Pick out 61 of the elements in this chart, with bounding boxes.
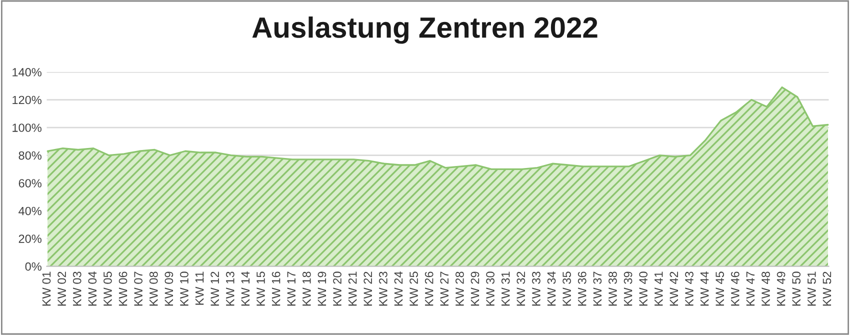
x-tick-label: KW 04 — [88, 272, 97, 306]
x-tick-label: KW 06 — [118, 272, 128, 306]
chart-title: Auslastung Zentren 2022 — [252, 16, 598, 44]
y-tick-label: 140% — [12, 68, 42, 76]
x-tick-label: KW 17 — [287, 272, 296, 306]
x-tick-label: KW 44 — [700, 272, 709, 306]
x-tick-label: KW 34 — [547, 272, 556, 306]
x-tick-label: KW 30 — [486, 272, 494, 306]
y-tick-label: 80% — [18, 151, 42, 160]
x-tick-label: KW 37 — [593, 272, 602, 306]
y-tick-label: 40% — [18, 206, 42, 216]
x-tick-label: KW 05 — [104, 272, 112, 306]
x-tick-label: KW 23 — [379, 272, 388, 306]
x-tick-label: KW 26 — [424, 272, 434, 306]
x-tick-label: KW 42 — [670, 272, 678, 306]
x-tick-label: KW 27 — [440, 272, 448, 306]
x-tick-label: KW 28 — [456, 272, 464, 306]
x-tick-label: KW 03 — [72, 272, 82, 306]
x-tick-label: KW 02 — [58, 272, 66, 306]
x-tick-label: KW 15 — [256, 272, 265, 306]
x-tick-label: KW 39 — [624, 272, 632, 306]
x-tick-label: KW 47 — [746, 272, 755, 306]
x-tick-label: KW 36 — [578, 272, 586, 306]
x-tick-label: KW 09 — [164, 272, 174, 306]
x-tick-label: KW 22 — [364, 272, 372, 306]
x-tick-label: KW 08 — [149, 272, 158, 306]
x-tick-label: KW 07 — [134, 272, 143, 306]
x-tick-label: KW 46 — [730, 272, 740, 306]
y-tick-label: 100% — [12, 124, 42, 132]
x-tick-label: KW 41 — [654, 272, 663, 306]
x-tick-label: KW 29 — [470, 272, 480, 306]
x-tick-label: KW 10 — [180, 272, 188, 306]
x-tick-label: KW 38 — [608, 272, 617, 306]
x-tick-label: KW 52 — [822, 272, 832, 306]
x-tick-label: KW 43 — [685, 272, 694, 306]
x-tick-label: KW 51 — [808, 272, 816, 306]
y-tick-label: 120% — [12, 96, 42, 104]
x-tick-label: KW 14 — [241, 272, 250, 306]
x-tick-label: KW 13 — [226, 272, 234, 306]
x-tick-label: KW 31 — [501, 272, 510, 306]
x-tick-label: KW 19 — [318, 272, 326, 306]
x-tick-label: KW 11 — [195, 272, 204, 305]
x-tick-label: KW 33 — [532, 272, 540, 306]
x-tick-label: KW 49 — [776, 272, 786, 306]
x-tick-label: KW 20 — [333, 272, 342, 306]
x-tick-label: KW 25 — [410, 272, 418, 306]
y-tick-label: 20% — [18, 234, 42, 243]
x-tick-label: KW 12 — [210, 272, 219, 306]
x-tick-label: KW 40 — [639, 272, 648, 306]
x-tick-label: KW 35 — [562, 272, 571, 306]
x-tick-label: KW 24 — [394, 272, 403, 306]
x-tick-label: KW 45 — [716, 272, 724, 306]
x-tick-label: KW 16 — [272, 272, 280, 306]
x-tick-label: KW 21 — [348, 272, 357, 306]
x-tick-label: KW 32 — [516, 272, 526, 306]
x-tick-label: KW 48 — [762, 272, 770, 306]
y-tick-label: 60% — [18, 179, 42, 188]
x-tick-label: KW 01 — [42, 272, 51, 306]
x-tick-label: KW 18 — [302, 272, 311, 306]
y-tick-label: 0% — [25, 262, 42, 271]
x-tick-label: KW 50 — [792, 272, 801, 306]
